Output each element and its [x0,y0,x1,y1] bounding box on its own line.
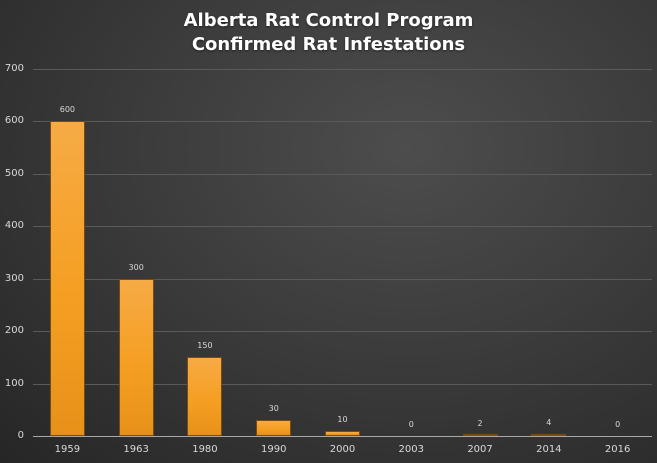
x-tick-label: 1963 [123,444,149,455]
x-tick-label: 2003 [398,444,424,455]
chart-title-line-2: Confirmed Rat Infestations [191,34,466,55]
bar-1963 [118,278,154,436]
x-tick-label: 2016 [604,444,631,455]
bar-2014 [531,433,567,436]
data-label: 0 [408,420,414,429]
x-tick-label: 2000 [329,444,356,455]
chart-title-line-1: Alberta Rat Control Program [183,10,474,31]
data-label: 0 [615,420,621,429]
gridline [33,69,652,70]
x-tick-label: 1990 [260,444,287,455]
bar-1990 [256,420,292,436]
y-tick-label: 100 [4,378,24,389]
gridline [33,226,652,227]
gridline [33,384,652,385]
data-label: 600 [59,105,76,115]
y-tick-label: 300 [4,273,24,284]
x-tick-label: 1980 [192,444,218,455]
bar-1980 [187,357,223,436]
data-label: 150 [197,341,213,351]
y-tick-label: 500 [4,168,24,179]
y-tick-label: 600 [4,115,24,126]
data-label: 4 [546,417,552,427]
gridline [33,121,652,122]
x-tick-label: 2007 [467,444,493,455]
x-tick-label: 1959 [54,444,81,455]
y-tick-label: 700 [4,63,24,74]
bar-2000 [325,430,360,436]
bar-2007 [462,434,498,436]
gridline [33,279,652,280]
x-tick-label: 2014 [536,444,562,455]
x-axis-line [33,436,652,437]
y-tick-label: 0 [17,430,24,441]
bar-1959 [49,121,85,436]
gridline [33,331,652,332]
y-tick-label: 400 [4,220,24,231]
data-label: 300 [128,262,144,272]
data-label: 2 [477,418,483,428]
data-label: 10 [337,414,348,424]
data-label: 30 [268,404,279,414]
y-tick-label: 200 [4,325,24,336]
gridline [33,174,652,175]
